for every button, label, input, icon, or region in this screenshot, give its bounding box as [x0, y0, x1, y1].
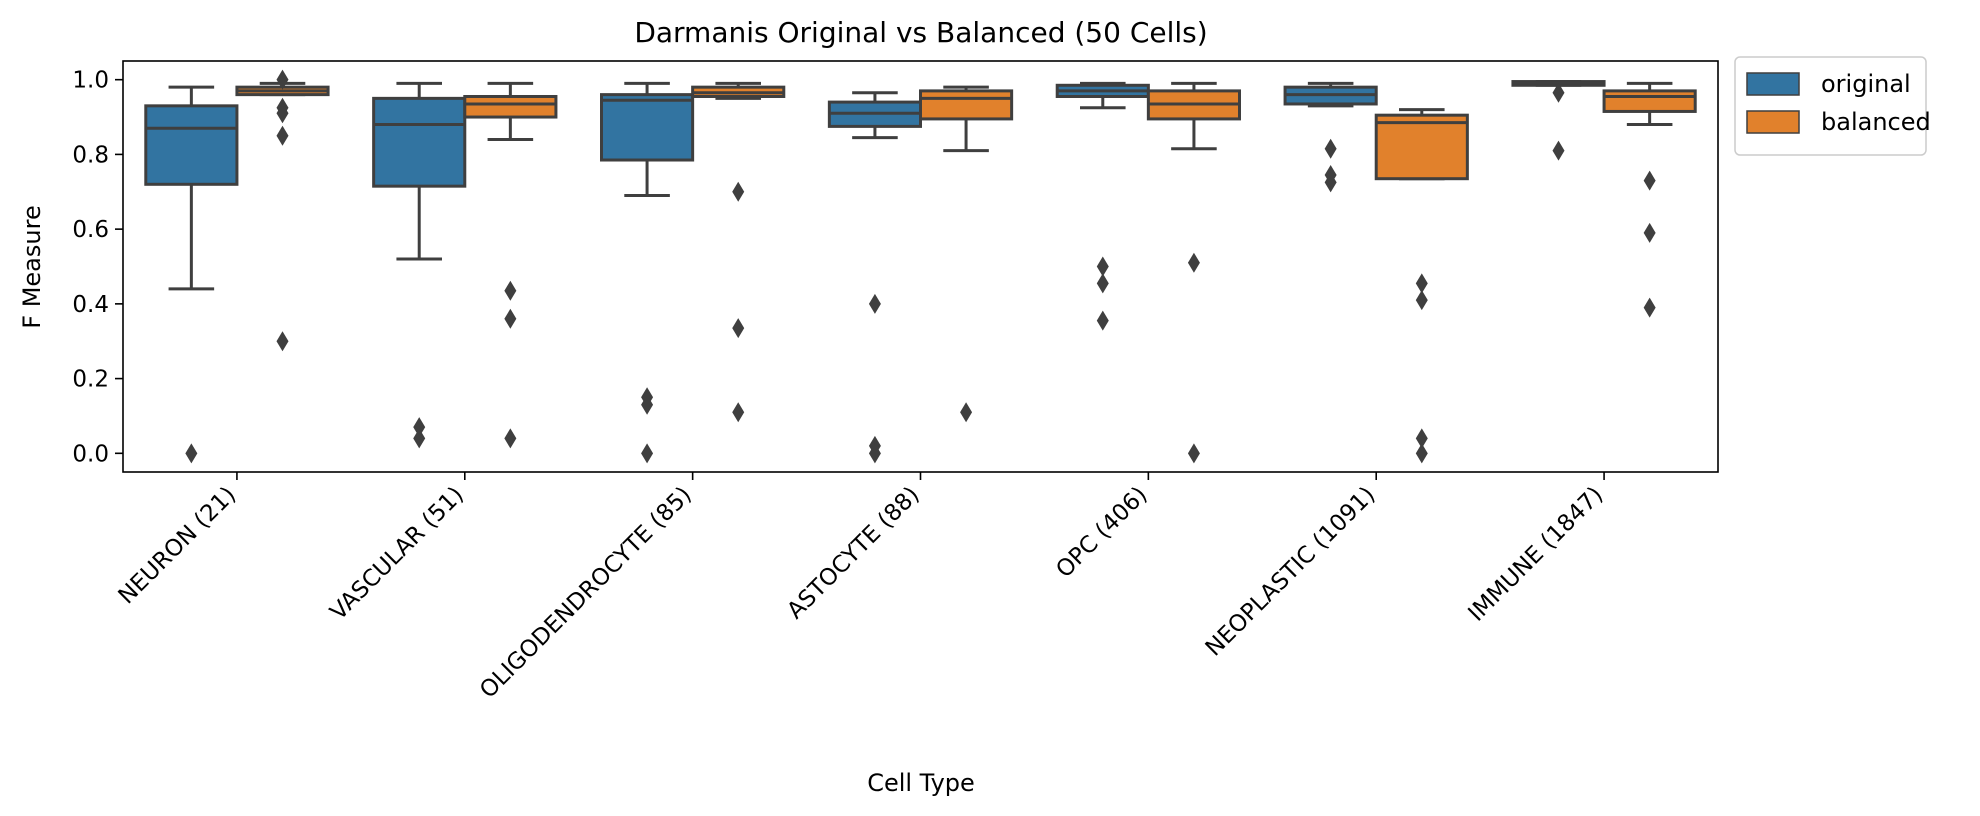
plot-area: [144, 69, 1697, 464]
outlier-point: [413, 428, 426, 449]
outlier-point: [413, 417, 426, 438]
outlier-point: [641, 394, 654, 415]
box-iqr: [1374, 113, 1469, 181]
x-axis-label: Cell Type: [867, 769, 975, 797]
x-tick-label: OLIGODENDROCYTE (85): [475, 482, 697, 704]
x-tick-label: OPC (406): [1051, 482, 1152, 583]
box-original-5: [1283, 81, 1378, 193]
box-iqr: [600, 93, 695, 162]
y-tick-label: 0.6: [72, 217, 109, 243]
y-tick-label: 0.8: [72, 142, 109, 168]
y-axis-label: F Measure: [18, 205, 46, 328]
x-tick-label: NEOPLASTIC (1091): [1201, 482, 1381, 662]
legend-label-balanced: balanced: [1821, 108, 1931, 136]
box-iqr: [919, 89, 1014, 121]
box-iqr: [372, 96, 467, 188]
x-tick-label: VASCULAR (51): [325, 482, 469, 626]
outlier-point: [868, 293, 881, 314]
outlier-point: [732, 181, 745, 202]
box-original-3: [827, 91, 922, 464]
outlier-point: [1415, 443, 1428, 464]
x-tick-label: ASTOCYTE (88): [782, 482, 924, 624]
outlier-point: [1324, 138, 1337, 159]
outlier-point: [276, 331, 289, 352]
outlier-point: [1324, 172, 1337, 193]
legend-swatch-balanced: [1746, 110, 1800, 134]
box-original-1: [372, 81, 467, 449]
box-balanced-0: [235, 69, 330, 352]
chart-title: Darmanis Original vs Balanced (50 Cells): [634, 16, 1207, 49]
outlier-point: [1643, 297, 1656, 318]
box-original-6: [1511, 80, 1606, 161]
outlier-point: [1096, 310, 1109, 331]
box-balanced-2: [691, 81, 786, 423]
box-balanced-1: [463, 81, 558, 449]
outlier-point: [1096, 256, 1109, 277]
outlier-point: [1187, 252, 1200, 273]
outlier-point: [1096, 273, 1109, 294]
outlier-point: [1415, 428, 1428, 449]
y-tick-label: 0.4: [72, 292, 109, 318]
box-original-4: [1055, 81, 1150, 331]
box-balanced-4: [1146, 81, 1242, 464]
outlier-point: [1643, 222, 1656, 243]
legend-swatch-original: [1746, 72, 1800, 96]
outlier-point: [504, 280, 517, 301]
box-original-0: [144, 85, 239, 464]
outlier-point: [185, 443, 198, 464]
outlier-point: [1187, 443, 1200, 464]
outlier-point: [1415, 273, 1428, 294]
x-tick-label: NEURON (21): [114, 482, 242, 610]
legend-label-original: original: [1821, 70, 1911, 98]
box-balanced-3: [919, 85, 1014, 423]
y-tick-label: 1.0: [72, 68, 109, 94]
box-balanced-5: [1374, 108, 1469, 464]
legend: original balanced: [1734, 56, 1931, 156]
y-axis: 0.0 0.2 0.4 0.6 0.8 1.0: [72, 68, 123, 467]
outlier-point: [1552, 82, 1565, 103]
x-axis: NEURON (21) VASCULAR (51) OLIGODENDROCYTE …: [114, 472, 1608, 704]
outlier-point: [1643, 170, 1656, 191]
outlier-point: [276, 125, 289, 146]
outlier-point: [276, 69, 289, 90]
box-iqr: [144, 104, 239, 186]
y-tick-label: 0.2: [72, 367, 109, 393]
y-tick-label: 0.0: [72, 441, 109, 467]
outlier-point: [504, 308, 517, 329]
box-iqr: [463, 94, 558, 119]
outlier-point: [960, 402, 973, 423]
box-original-2: [600, 81, 695, 464]
outlier-point: [504, 428, 517, 449]
outlier-point: [276, 103, 289, 124]
box-balanced-6: [1602, 81, 1697, 318]
outlier-point: [868, 443, 881, 464]
x-tick-label: IMMUNE (1847): [1463, 482, 1608, 627]
outlier-point: [732, 402, 745, 423]
outlier-point: [641, 443, 654, 464]
outlier-point: [732, 318, 745, 339]
outlier-point: [1415, 290, 1428, 311]
outlier-point: [1552, 140, 1565, 161]
box-iqr: [1602, 89, 1697, 113]
